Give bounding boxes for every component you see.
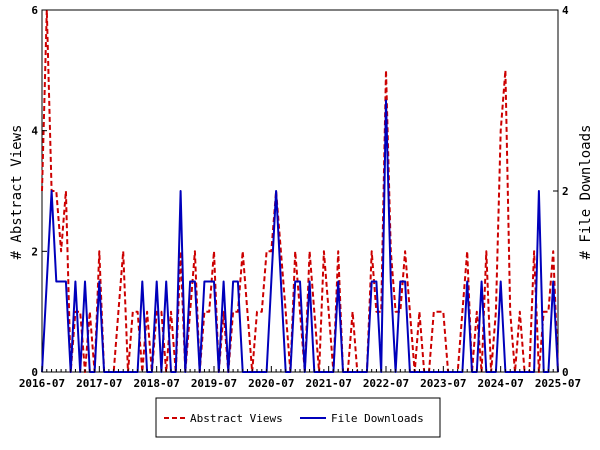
- x-tick-label: 2016-07: [19, 377, 65, 390]
- series-group: [41, 9, 559, 373]
- x-tick-label: 2024-07: [477, 377, 523, 390]
- x-tick-label: 2023-07: [420, 377, 466, 390]
- axes-group: 2016-07 2017-07 2018-07 2019-07 2020-07 2021-…: [19, 4, 581, 390]
- x-tick-label: 2019-07: [191, 377, 237, 390]
- legend-label-file-downloads: File Downloads: [331, 412, 424, 425]
- y-right-tick-label: 2: [562, 185, 569, 198]
- x-tick-label: 2020-07: [248, 377, 294, 390]
- x-tick-label: 2021-07: [305, 377, 351, 390]
- y-left-tick-label: 0: [31, 366, 38, 379]
- x-tick-label: 2017-07: [76, 377, 122, 390]
- legend-label-abstract-views: Abstract Views: [190, 412, 283, 425]
- legend: Abstract Views File Downloads: [155, 397, 441, 438]
- x-tick-label: 2025-07: [535, 377, 581, 390]
- legend-box: [155, 397, 441, 438]
- left-axis-title: # Abstract Views: [9, 125, 25, 260]
- y-right-tick-label: 4: [562, 4, 569, 17]
- x-tick-label: 2022-07: [363, 377, 409, 390]
- x-tick-label: 2018-07: [133, 377, 179, 390]
- right-axis-title: # File Downloads: [578, 125, 594, 260]
- y-left-tick-label: 4: [31, 125, 38, 138]
- y-right-tick-label: 0: [562, 366, 569, 379]
- series-line-file-downloads: [41, 99, 559, 373]
- y-left-tick-label: 2: [31, 245, 38, 258]
- y-left-tick-label: 6: [31, 4, 38, 17]
